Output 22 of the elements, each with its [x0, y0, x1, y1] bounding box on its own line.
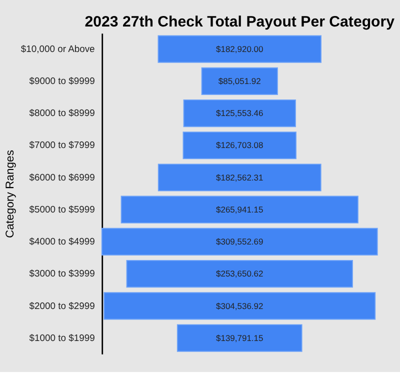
category-label: $3000 to $3999 [29, 268, 95, 279]
data-label: $265,941.15 [216, 204, 264, 214]
category-label: $1000 to $1999 [29, 332, 95, 343]
category-label: $9000 to $9999 [29, 75, 95, 86]
data-label: $182,920.00 [216, 44, 264, 54]
category-label: $8000 to $8999 [29, 107, 95, 118]
category-label: $10,000 or Above [20, 42, 95, 54]
text: Category Ranges [4, 150, 17, 238]
data-label: $85,051.92 [218, 76, 262, 86]
category-label: $6000 to $6999 [29, 171, 95, 182]
data-label: $125,553.46 [216, 108, 264, 118]
category-label: $5000 to $5999 [29, 203, 95, 214]
data-label: $182,562.31 [216, 172, 264, 182]
text: 2023 27th Check Total Payout Per Category [84, 14, 396, 31]
category-label: $7000 to $7999 [29, 139, 95, 150]
data-label: $139,791.15 [216, 332, 264, 343]
data-label: $126,703.08 [216, 140, 264, 150]
category-label: $4000 to $4999 [29, 236, 95, 247]
data-label: $304,536.92 [216, 300, 264, 311]
category-label: $2000 to $2999 [29, 300, 95, 311]
data-label: $253,650.62 [216, 268, 264, 279]
data-label: $309,552.69 [216, 236, 264, 247]
